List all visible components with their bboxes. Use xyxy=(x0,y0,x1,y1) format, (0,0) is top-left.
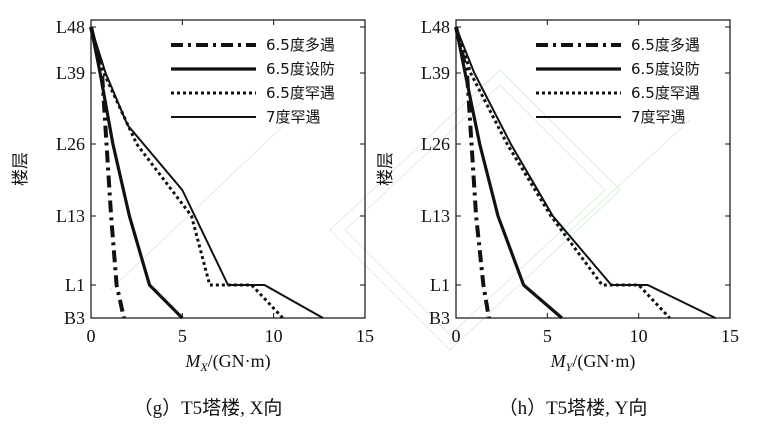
panel-h-legend-label-3: 6.5度罕遇 xyxy=(631,84,700,102)
panel-h-series-line-4 xyxy=(455,26,716,319)
panel-g-y-tick-label: L13 xyxy=(56,206,85,226)
panel-h-legend-label-1: 6.5度多遇 xyxy=(631,36,700,54)
panel-h-y-tick-label: B3 xyxy=(429,308,450,328)
panel-g-y-axis-label: 楼层 xyxy=(11,152,31,186)
panel-h-x-axis-label: MY/(GN·m) xyxy=(550,351,636,374)
panel-h-y-axis-label: 楼层 xyxy=(376,152,396,186)
panel-g-y-tick-label: L1 xyxy=(65,275,85,295)
panel-h-y-tick-label: L48 xyxy=(421,17,450,37)
panel-g-caption: （g）T5塔楼, X向 xyxy=(134,397,283,419)
panel-h-x-tick-label: 0 xyxy=(452,326,461,346)
panel-g-y-tick-label: L48 xyxy=(56,17,85,37)
panel-h-legend-label-2: 6.5度设防 xyxy=(631,60,700,78)
panel-g-x-tick-label: 5 xyxy=(178,326,187,346)
panel-h-x-tick-label: 15 xyxy=(721,326,739,346)
panel-g-x-tick-label: 0 xyxy=(87,326,96,346)
panel-h-y-tick-label: L26 xyxy=(421,134,450,154)
panel-g-series-line-2 xyxy=(89,26,184,320)
panel-g-legend-label-3: 6.5度罕遇 xyxy=(266,84,335,102)
panel-g-plot-frame xyxy=(90,19,366,319)
panel-g-y-tick-label: L39 xyxy=(56,63,85,83)
panel-g-x-tick-label: 10 xyxy=(265,326,283,346)
watermark-lines xyxy=(109,69,691,351)
panel-h-x-tick-label: 10 xyxy=(630,326,648,346)
panel-g-y-tick-label: L26 xyxy=(56,134,85,154)
panel-h-x-tick-label: 5 xyxy=(543,326,552,346)
panel-g-x-axis-label: MX/(GN·m) xyxy=(184,351,270,374)
panel-h-caption: （h）T5塔楼, Y向 xyxy=(499,397,648,419)
panel-g-series-line-4 xyxy=(90,26,324,319)
panel-h-series-line-3 xyxy=(454,26,671,320)
panel-g-y-tick-label: B3 xyxy=(64,308,85,328)
panel-h-y-tick-label: L39 xyxy=(421,63,450,83)
panel-h-y-tick-label: L1 xyxy=(430,275,450,295)
panel-h-series-line-2 xyxy=(454,26,563,320)
panel-h-legend-label-4: 7度罕遇 xyxy=(631,108,686,126)
panel-h-y-tick-label: L13 xyxy=(421,206,450,226)
panel-g-series-line-3 xyxy=(89,26,284,320)
panel-h-plot-frame xyxy=(455,19,731,319)
panel-g-legend-label-4: 7度罕遇 xyxy=(266,108,321,126)
panel-g-legend-label-2: 6.5度设防 xyxy=(266,60,335,78)
panel-g-x-tick-label: 15 xyxy=(356,326,374,346)
panel-g-legend-label-1: 6.5度多遇 xyxy=(266,36,335,54)
